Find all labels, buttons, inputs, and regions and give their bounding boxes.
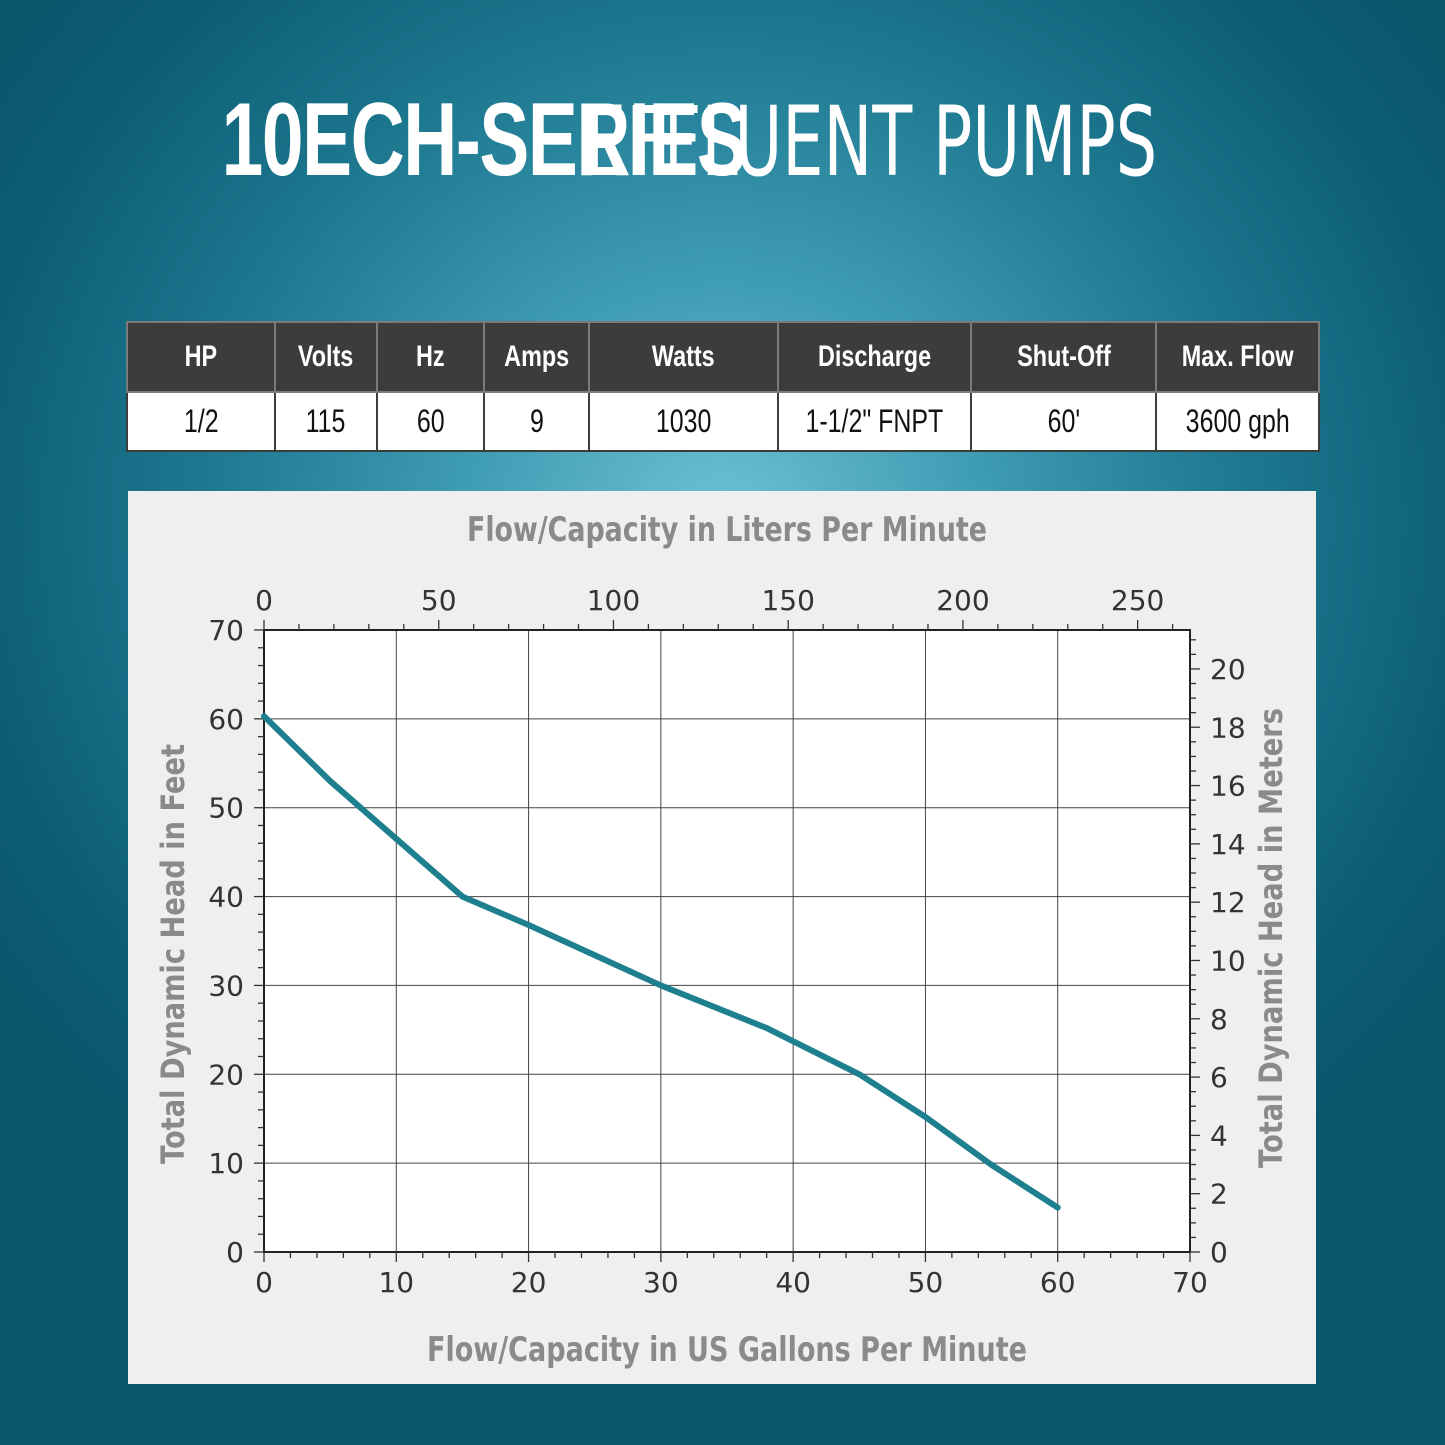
spec-header-volts: Volts xyxy=(274,321,378,393)
pump-curve-chart: 0 10 20 30 40 50 60 70 0 10 20 30 40 50 60 70 0 50 100 150 2… xyxy=(128,491,1316,1384)
spec-header-watts: Watts xyxy=(588,321,779,393)
spec-header-discharge: Discharge xyxy=(777,321,972,393)
x2-tick-label: 100 xyxy=(587,584,640,617)
y-tick-label: 50 xyxy=(208,792,244,825)
spec-header-hp: HP xyxy=(126,321,276,393)
y2-tick-label: 20 xyxy=(1210,653,1246,686)
y2-tick-label: 6 xyxy=(1210,1061,1228,1094)
y2-tick-label: 4 xyxy=(1210,1119,1228,1152)
y2-tick-label: 16 xyxy=(1210,770,1246,803)
spec-table: HP Volts Hz Amps Watts Discharge Shut-Of… xyxy=(126,321,1320,452)
spec-header-amps: Amps xyxy=(483,321,590,393)
spec-value-volts: 115 xyxy=(274,391,378,452)
page-title: 10ECH-SERIESEFFLUENT PUMPS xyxy=(0,88,1445,192)
spec-value-watts: 1030 xyxy=(588,391,779,452)
spec-header-shutoff: Shut-Off xyxy=(970,321,1157,393)
y2-tick-label: 12 xyxy=(1210,886,1246,919)
spec-header-hz: Hz xyxy=(376,321,485,393)
x2-tick-label: 250 xyxy=(1111,584,1164,617)
plot-frame xyxy=(263,629,1191,1253)
spec-value-discharge: 1-1/2" FNPT xyxy=(777,391,972,452)
y-tick-label: 60 xyxy=(208,703,244,736)
y-tick-label: 20 xyxy=(208,1058,244,1091)
x2-tick-label: 50 xyxy=(421,584,457,617)
spec-value-hp: 1/2 xyxy=(126,391,276,452)
y2-tick-label: 18 xyxy=(1210,711,1246,744)
x-tick-label: 10 xyxy=(378,1266,414,1299)
x2-tick-label: 150 xyxy=(761,584,814,617)
y2-tick-label: 2 xyxy=(1210,1178,1228,1211)
y-axis-title: Total Dynamic Head in Feet xyxy=(154,744,192,1164)
y2-tick-label: 0 xyxy=(1210,1236,1228,1269)
y2-tick-label: 14 xyxy=(1210,828,1246,861)
spec-value-amps: 9 xyxy=(483,391,590,452)
title-model: 10ECH-SERIES xyxy=(221,82,747,198)
y2-tick-label: 10 xyxy=(1210,944,1246,977)
spec-header-maxflow: Max. Flow xyxy=(1155,321,1320,393)
x-tick-label: 50 xyxy=(908,1266,944,1299)
x-tick-label: 0 xyxy=(255,1266,273,1299)
y-tick-label: 30 xyxy=(208,969,244,1002)
pump-curve-line xyxy=(261,713,1061,1211)
x2-tick-label: 0 xyxy=(255,584,273,617)
spec-value-row: 1/2 115 60 9 1030 1-1/2" FNPT 60' 3600 g… xyxy=(126,391,1320,452)
x2-tick-label: 200 xyxy=(936,584,989,617)
y-tick-label: 0 xyxy=(226,1236,244,1269)
title-product: EFFLUENT PUMPS xyxy=(585,86,1158,198)
x2-axis-title: Flow/Capacity in Liters Per Minute xyxy=(467,510,987,550)
spec-value-shutoff: 60' xyxy=(970,391,1157,452)
y-tick-label: 10 xyxy=(208,1147,244,1180)
x-tick-label: 60 xyxy=(1040,1266,1076,1299)
y2-tick-label: 8 xyxy=(1210,1003,1228,1036)
spec-header-row: HP Volts Hz Amps Watts Discharge Shut-Of… xyxy=(126,321,1320,393)
spec-value-hz: 60 xyxy=(376,391,485,452)
x-tick-label: 20 xyxy=(511,1266,547,1299)
y2-axis-title: Total Dynamic Head in Meters xyxy=(1252,708,1290,1168)
y-tick-label: 40 xyxy=(208,881,244,914)
x-axis-title: Flow/Capacity in US Gallons Per Minute xyxy=(427,1330,1027,1370)
x-tick-label: 70 xyxy=(1172,1266,1208,1299)
y-tick-label: 70 xyxy=(208,614,244,647)
x-tick-label: 30 xyxy=(643,1266,679,1299)
plot-area xyxy=(264,630,1190,1252)
x-tick-label: 40 xyxy=(775,1266,811,1299)
spec-value-maxflow: 3600 gph xyxy=(1155,391,1320,452)
